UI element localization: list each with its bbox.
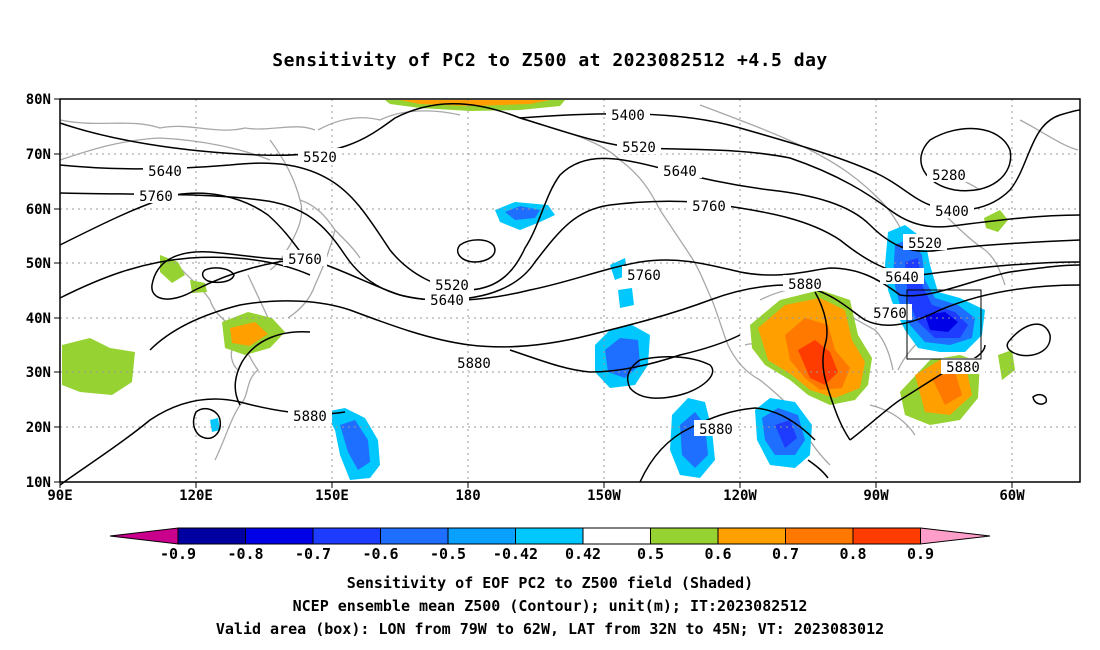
colorbar-segment <box>447 527 516 545</box>
contour-label: 5640 <box>885 270 919 286</box>
contour-label: 5400 <box>611 108 645 124</box>
contour-label: 5640 <box>148 164 182 180</box>
map-title: Sensitivity of PC2 to Z500 at 2023082512… <box>272 50 828 71</box>
lat-label-20n: 20N <box>26 420 51 436</box>
colorbar-tick-label: 0.6 <box>704 545 731 563</box>
lat-label-60n: 60N <box>26 202 51 218</box>
contour-label: 5640 <box>430 293 464 309</box>
contour-label: 5880 <box>699 422 733 438</box>
colorbar-segment <box>177 527 246 545</box>
colorbar-tick-label: 0.7 <box>772 545 799 563</box>
colorbar-tick-label: -0.42 <box>493 545 538 563</box>
caption-shaded: Sensitivity of EOF PC2 to Z500 field (Sh… <box>346 574 754 592</box>
contour-label: 5520 <box>908 236 942 252</box>
lon-label-90w: 90W <box>863 488 889 504</box>
lon-axis: 90E 120E 150E 180 150W 120W 90W 60W <box>47 482 1025 504</box>
map-frame <box>59 98 1081 483</box>
lon-label-120e: 120E <box>179 488 213 504</box>
colorbar-tick-label: -0.9 <box>160 545 196 563</box>
contour-label: 5640 <box>663 164 697 180</box>
contour-label-group: 5280 5400 5400 5520 5520 5520 5520 5640 … <box>134 106 985 438</box>
colorbar-segment <box>650 527 719 545</box>
lat-axis: 80N 70N 60N 50N 40N 30N 20N 10N <box>26 92 60 491</box>
contour-label: 5400 <box>935 204 969 220</box>
contour-label: 5520 <box>303 150 337 166</box>
colorbar-end-high <box>920 527 991 545</box>
contour-label: 5760 <box>627 268 661 284</box>
contour-label: 5760 <box>139 189 173 205</box>
colorbar-segment <box>717 527 786 545</box>
colorbar-segment <box>582 527 651 545</box>
contour-label: 5880 <box>293 409 327 425</box>
colorbar-segment <box>312 527 381 545</box>
contour-label: 5760 <box>692 199 726 215</box>
colorbar-tick-label: -0.7 <box>295 545 331 563</box>
colorbar-segment <box>380 527 449 545</box>
caption-valid-area: Valid area (box): LON from 79W to 62W, L… <box>215 620 885 638</box>
colorbar: -0.9 -0.8 -0.7 -0.6 -0.5 -0.42 0.42 0.5 … <box>109 527 991 563</box>
lon-label-90e: 90E <box>47 488 72 504</box>
contour-label: 5280 <box>932 168 966 184</box>
contour-label: 5760 <box>873 306 907 322</box>
colorbar-tick-label: 0.8 <box>839 545 866 563</box>
colorbar-segment <box>785 527 854 545</box>
valid-area-box <box>906 289 982 360</box>
lon-label-60w: 60W <box>999 488 1025 504</box>
contour-label: 5880 <box>946 360 980 376</box>
lon-label-150e: 150E <box>315 488 349 504</box>
colorbar-tick-label: 0.5 <box>637 545 664 563</box>
lon-label-120w: 120W <box>723 488 757 504</box>
lat-label-50n: 50N <box>26 256 51 272</box>
contour-label: 5520 <box>435 278 469 294</box>
contour-label: 5880 <box>788 277 822 293</box>
lat-label-10n: 10N <box>26 475 51 491</box>
colorbar-tick-label: -0.8 <box>227 545 263 563</box>
colorbar-tick-label: 0.9 <box>907 545 934 563</box>
lon-label-150w: 150W <box>587 488 621 504</box>
caption-contour: NCEP ensemble mean Z500 (Contour); unit(… <box>292 597 808 615</box>
contour-label: 5520 <box>622 140 656 156</box>
lon-label-180: 180 <box>455 488 480 504</box>
lat-label-40n: 40N <box>26 311 51 327</box>
colorbar-tick-label: -0.5 <box>430 545 466 563</box>
colorbar-segment <box>852 527 921 545</box>
colorbar-tick-label: 0.42 <box>565 545 601 563</box>
colorbar-tick-label: -0.6 <box>362 545 398 563</box>
colorbar-segment <box>515 527 584 545</box>
colorbar-end-low <box>109 527 179 545</box>
lat-label-70n: 70N <box>26 147 51 163</box>
contour-label: 5880 <box>457 356 491 372</box>
colorbar-segment <box>245 527 314 545</box>
contour-label: 5760 <box>288 252 322 268</box>
lat-label-30n: 30N <box>26 365 51 381</box>
lat-label-80n: 80N <box>26 92 51 108</box>
